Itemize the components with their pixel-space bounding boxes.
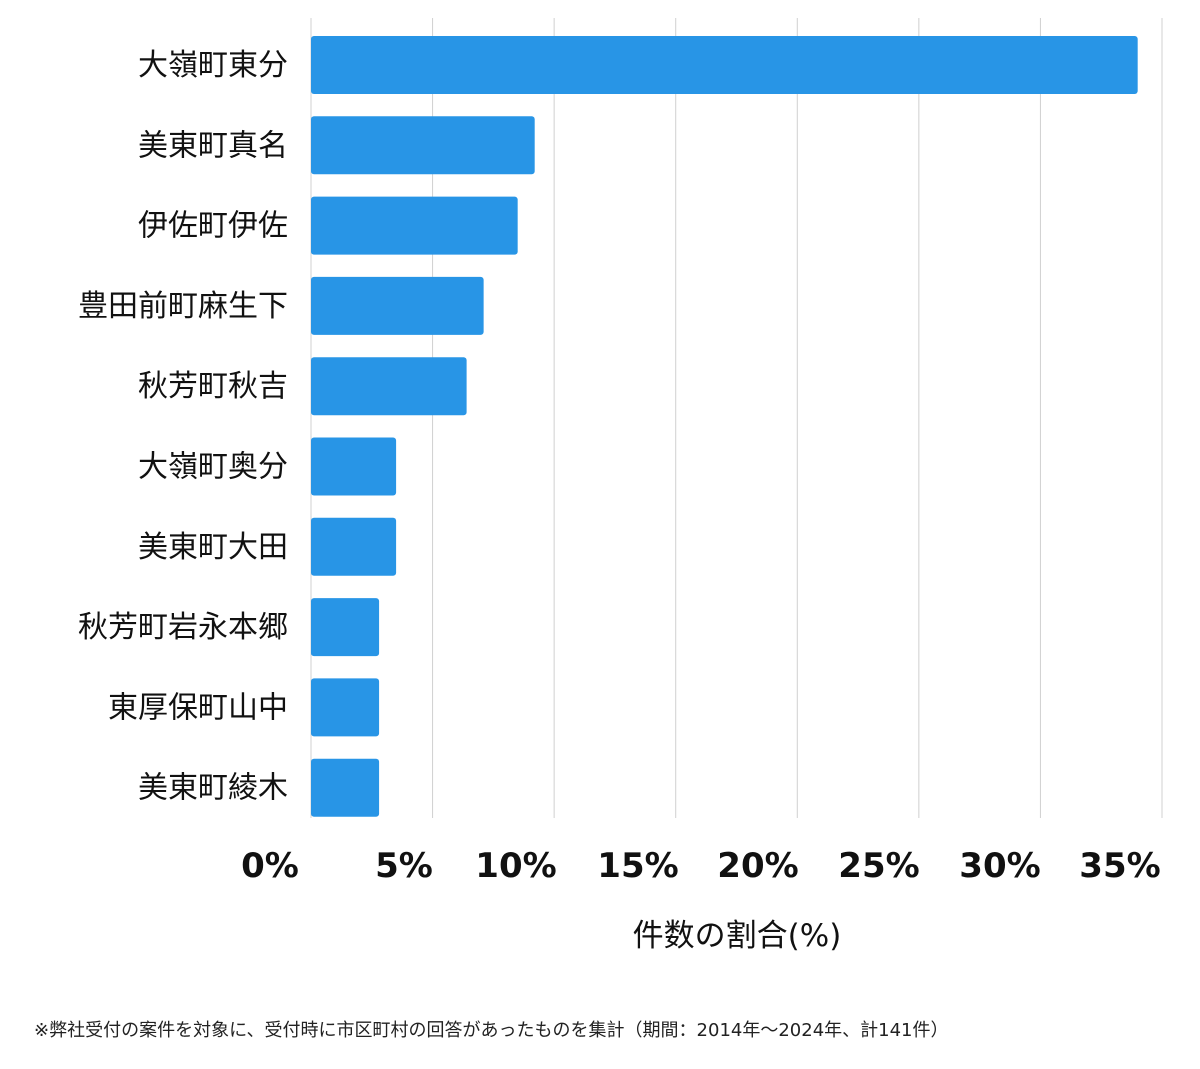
category-label: 美東町大田 xyxy=(138,530,288,565)
category-label: 秋芳町秋吉 xyxy=(138,369,288,404)
x-tick-label: 0% xyxy=(241,846,299,886)
x-tick-labels: 0% 5% 10% 15% 20% 25% 30% 35% xyxy=(241,846,1161,886)
bar-chart: 大嶺町東分美東町真名伊佐町伊佐豊田前町麻生下秋芳町秋吉大嶺町奥分美東町大田秋芳町… xyxy=(78,18,1163,954)
bar xyxy=(311,116,535,175)
bar xyxy=(311,758,380,817)
bar xyxy=(311,357,467,416)
x-tick-label: 5% xyxy=(375,846,433,886)
x-tick-label: 25% xyxy=(838,846,919,886)
bar xyxy=(311,196,518,255)
category-label: 美東町綾木 xyxy=(138,771,288,806)
category-label: 豊田前町麻生下 xyxy=(78,289,288,324)
x-tick-label: 15% xyxy=(597,846,678,886)
bar xyxy=(311,276,484,335)
bar xyxy=(311,517,397,576)
x-tick-label: 10% xyxy=(475,846,556,886)
x-tick-label: 20% xyxy=(717,846,798,886)
category-label: 大嶺町奥分 xyxy=(138,450,288,485)
category-label: 大嶺町東分 xyxy=(138,48,288,83)
bars xyxy=(311,36,1138,817)
bar xyxy=(311,36,1138,94)
category-labels: 大嶺町東分美東町真名伊佐町伊佐豊田前町麻生下秋芳町秋吉大嶺町奥分美東町大田秋芳町… xyxy=(78,48,288,806)
footnote: ※弊社受付の案件を対象に、受付時に市区町村の回答があったものを集計（期間：201… xyxy=(34,1020,949,1041)
category-label: 伊佐町伊佐 xyxy=(138,209,288,244)
bar xyxy=(311,598,380,657)
bar xyxy=(311,678,380,737)
x-tick-label: 30% xyxy=(959,846,1040,886)
bar xyxy=(311,437,397,496)
category-label: 東厚保町山中 xyxy=(108,690,288,725)
x-axis-title: 件数の割合(%) xyxy=(633,918,842,954)
category-label: 秋芳町岩永本郷 xyxy=(78,610,288,645)
x-tick-label: 35% xyxy=(1079,846,1160,886)
category-label: 美東町真名 xyxy=(138,128,288,163)
